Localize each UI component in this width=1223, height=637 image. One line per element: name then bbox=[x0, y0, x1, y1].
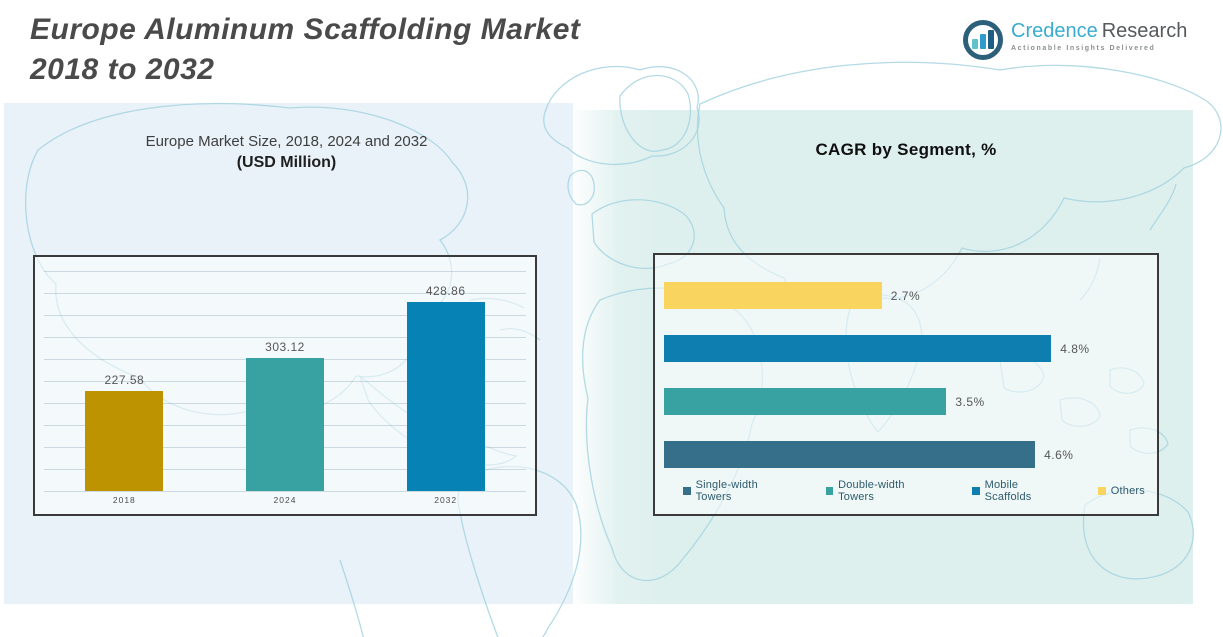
legend-label-double-width-towers: Double-width Towers bbox=[838, 479, 905, 503]
x-axis-label-2032: 2032 bbox=[434, 495, 458, 505]
bar-value-label-2024: 303.12 bbox=[265, 339, 305, 354]
x-axis-label-2024: 2024 bbox=[273, 495, 297, 505]
logo-brand-secondary: Research bbox=[1101, 20, 1188, 42]
page-title-line1: Europe Aluminum Scaffolding Market bbox=[30, 13, 581, 46]
legend-label-single-width-towers: Single-width Towers bbox=[695, 479, 758, 503]
legend-item-others: Others bbox=[1097, 485, 1145, 497]
legend-swatch-others bbox=[1097, 487, 1106, 495]
x-axis-label-2018: 2018 bbox=[112, 495, 136, 505]
bar-single-width-towers bbox=[664, 441, 1036, 468]
bar-others bbox=[664, 282, 882, 309]
market-size-chart-title: Europe Market Size, 2018, 2024 and 2032 … bbox=[0, 133, 573, 172]
legend-swatch-double-width-towers bbox=[825, 487, 834, 495]
market-size-plot: 227.58 303.12 428.86 bbox=[44, 271, 526, 492]
cagr-chart: 2.7% 4.8% 3.5% 4.6% Single-width Towers bbox=[653, 253, 1159, 516]
bar-2032 bbox=[406, 302, 485, 491]
bar-row-others: 2.7% bbox=[664, 282, 1148, 309]
bar-value-label-2018: 227.58 bbox=[104, 372, 145, 387]
cagr-legend: Single-width Towers Double-width Towers … bbox=[683, 479, 1145, 503]
left-chart-bars: 227.58 303.12 428.86 bbox=[44, 271, 526, 491]
left-chart-x-axis: 2018 2024 2032 bbox=[44, 495, 526, 505]
cagr-chart-bars: 2.7% 4.8% 3.5% 4.6% bbox=[664, 282, 1148, 494]
bar-2024 bbox=[246, 357, 324, 491]
bar-row-single-width-towers: 4.6% bbox=[664, 441, 1148, 468]
bar-group-2018: 227.58 bbox=[44, 271, 205, 491]
page-title: Europe Aluminum Scaffolding Market 2018 … bbox=[30, 10, 750, 90]
bar-value-label-mobile-scaffolds: 4.8% bbox=[1060, 341, 1090, 356]
legend-item-mobile-scaffolds: Mobile Scaffolds bbox=[972, 479, 1064, 503]
bar-value-label-others: 2.7% bbox=[890, 288, 921, 303]
logo-bar-1 bbox=[972, 39, 978, 49]
bar-row-double-width-towers: 3.5% bbox=[664, 388, 1148, 415]
logo-bar-2 bbox=[980, 34, 986, 49]
bar-value-label-double-width-towers: 3.5% bbox=[955, 394, 985, 409]
bar-mobile-scaffolds bbox=[664, 335, 1052, 362]
legend-item-double-width-towers: Double-width Towers bbox=[825, 479, 939, 503]
logo-bar-chart-icon bbox=[963, 20, 1003, 60]
logo-bar-3 bbox=[988, 30, 994, 49]
logo-text: Credence Research Actionable Insights Del… bbox=[1011, 20, 1187, 52]
bar-group-2024: 303.12 bbox=[205, 271, 366, 491]
logo-brand-primary: Credence bbox=[1011, 20, 1098, 42]
market-size-chart-title-line1: Europe Market Size, 2018, 2024 and 2032 bbox=[145, 133, 428, 150]
credence-research-logo: Credence Research Actionable Insights Del… bbox=[963, 20, 1187, 60]
bar-2018 bbox=[85, 390, 164, 491]
bar-group-2032: 428.86 bbox=[365, 271, 526, 491]
legend-label-mobile-scaffolds: Mobile Scaffolds bbox=[984, 479, 1032, 503]
legend-item-single-width-towers: Single-width Towers bbox=[683, 479, 792, 503]
logo-tagline: Actionable Insights Delivered bbox=[1011, 45, 1156, 52]
legend-swatch-mobile-scaffolds bbox=[972, 487, 980, 495]
cagr-chart-title: CAGR by Segment, % bbox=[815, 140, 997, 159]
bar-value-label-single-width-towers: 4.6% bbox=[1044, 447, 1074, 462]
page-title-line2: 2018 to 2032 bbox=[30, 52, 215, 86]
market-size-chart-title-line2: (USD Million) bbox=[236, 154, 337, 171]
bar-row-mobile-scaffolds: 4.8% bbox=[664, 335, 1148, 362]
legend-swatch-single-width-towers bbox=[683, 487, 691, 495]
bar-double-width-towers bbox=[664, 388, 947, 415]
bar-value-label-2032: 428.86 bbox=[425, 284, 466, 299]
market-size-chart: 227.58 303.12 428.86 2018 2024 2032 bbox=[33, 255, 537, 516]
legend-label-others: Others bbox=[1110, 485, 1145, 497]
